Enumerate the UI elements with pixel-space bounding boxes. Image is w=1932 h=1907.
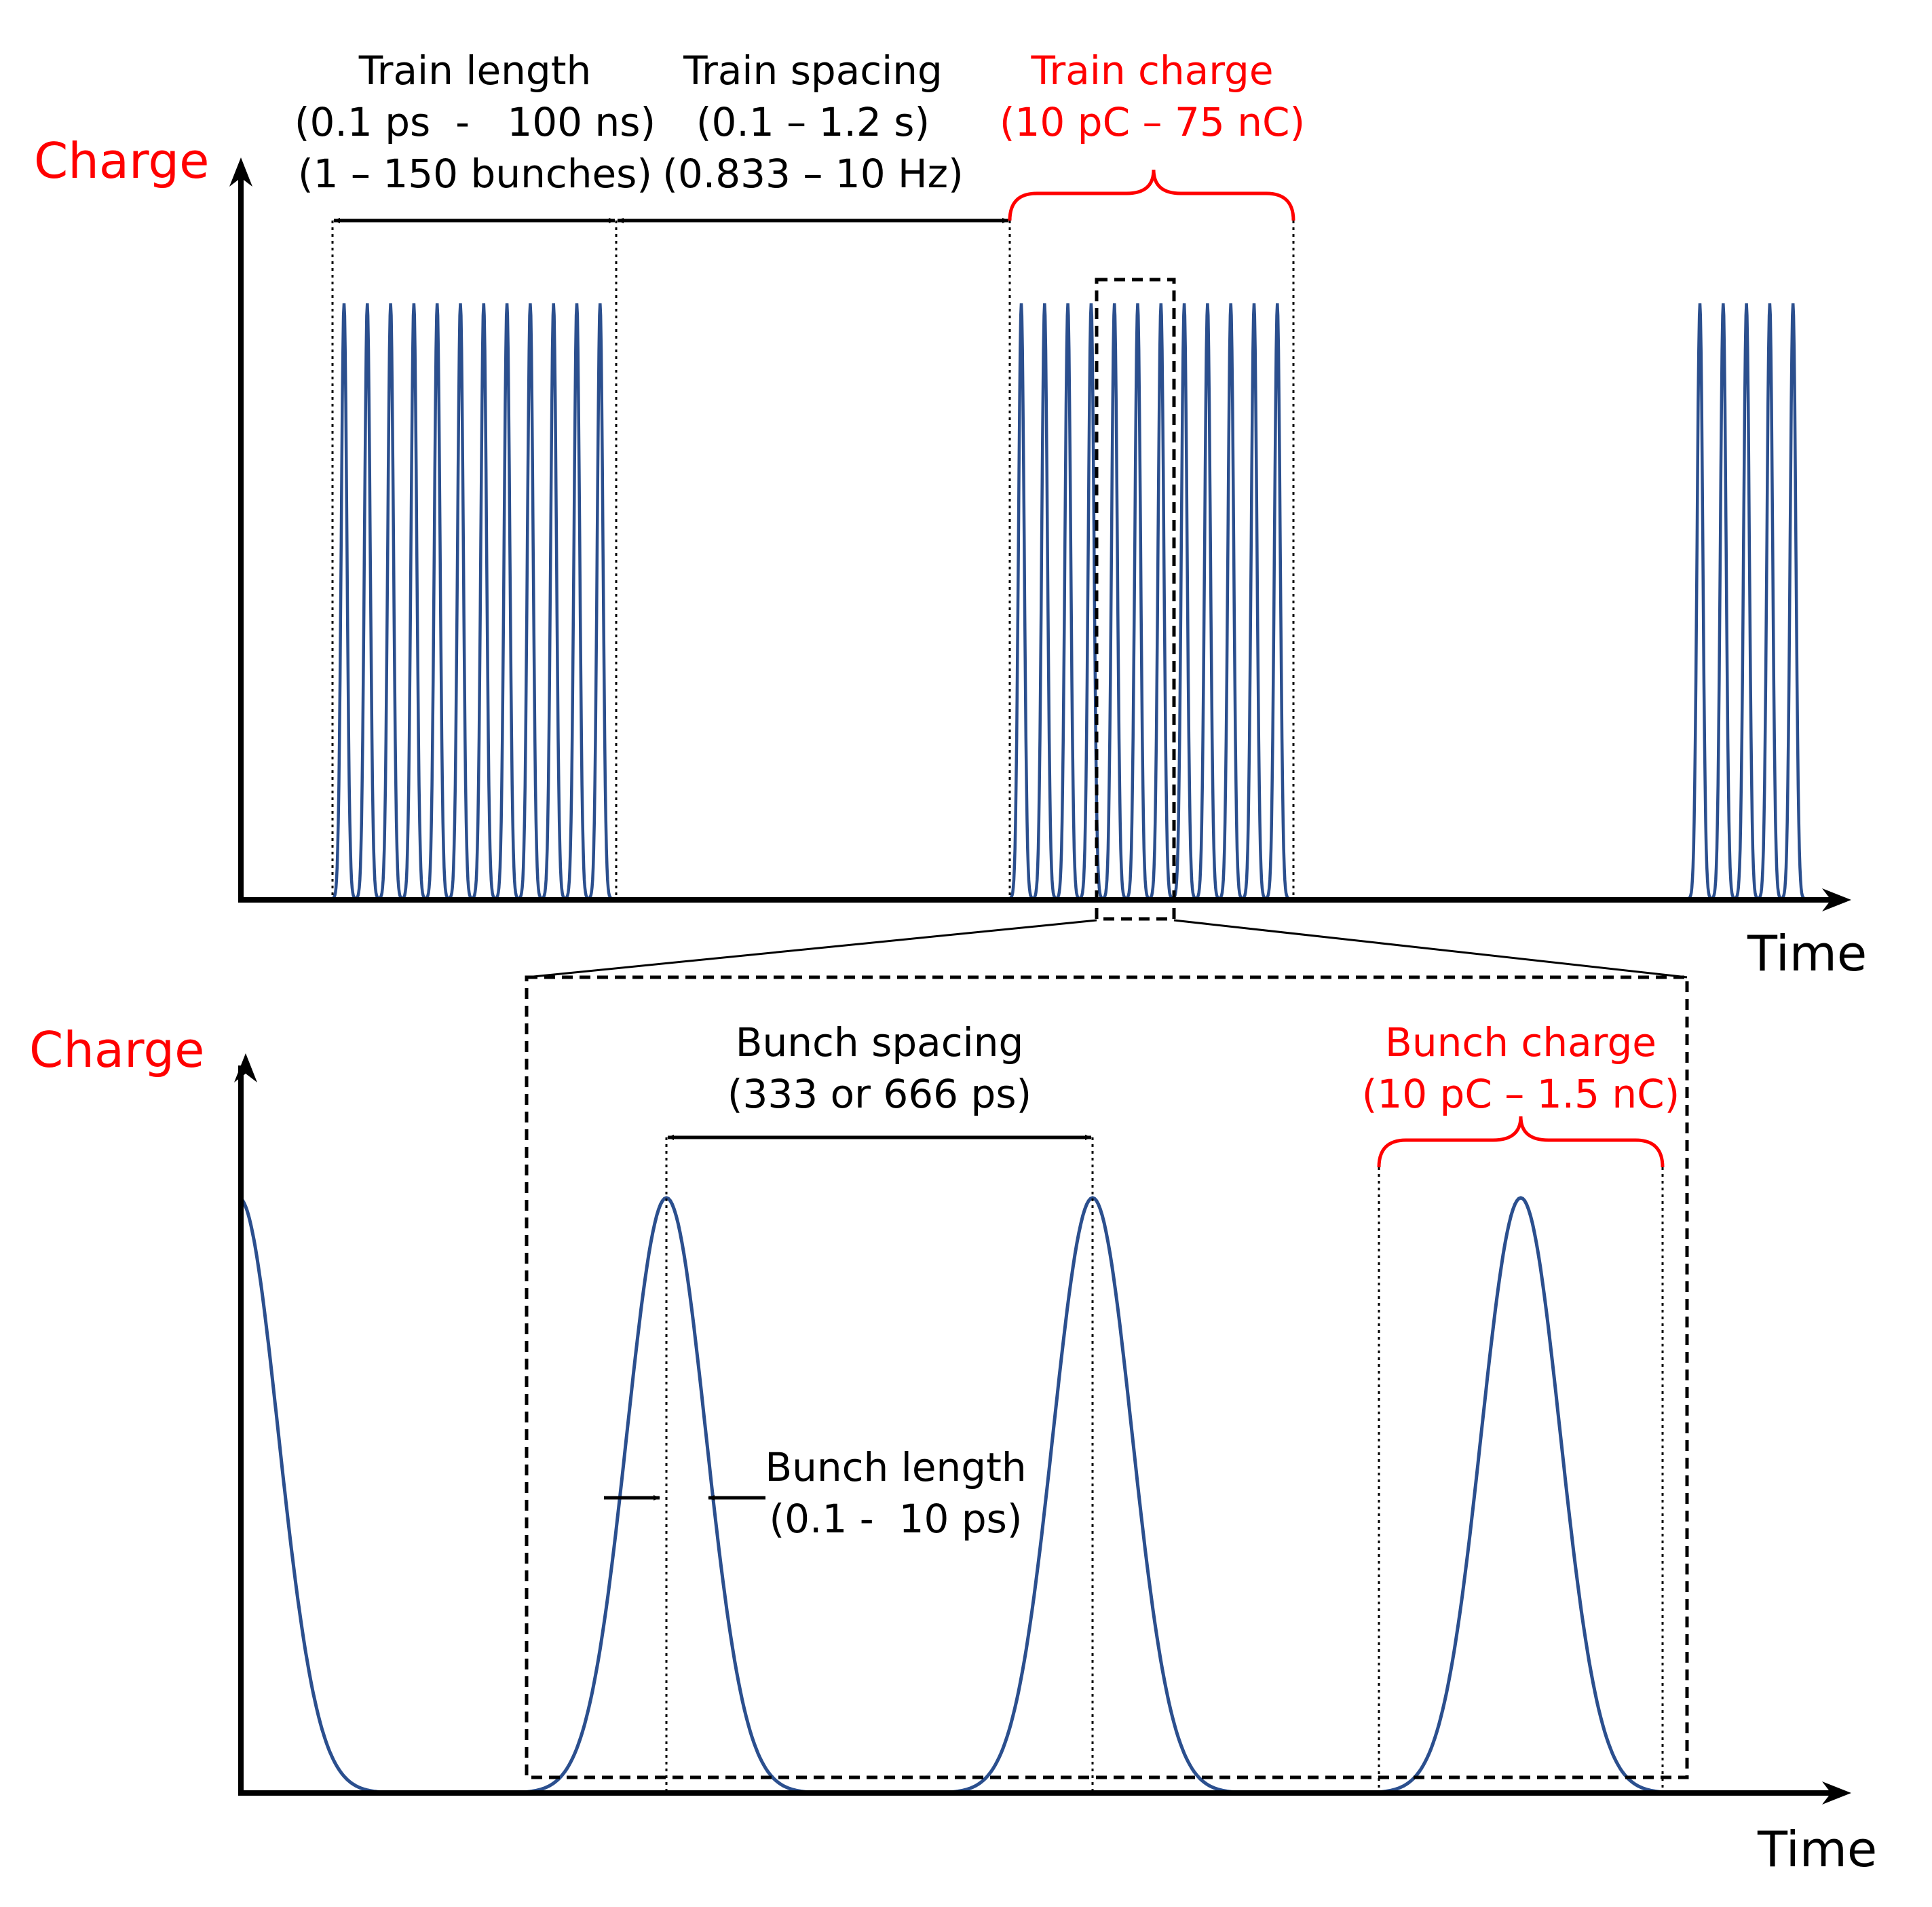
train-1-bunch-pulse bbox=[541, 303, 566, 900]
train-3-bunch-pulse bbox=[1734, 303, 1759, 900]
train-spacing-title: Train spacing bbox=[683, 48, 943, 94]
bottom-x-axis-label: Time bbox=[1757, 1821, 1877, 1878]
train-length-range: (0.1 ps - 100 ns) bbox=[295, 99, 656, 145]
train-1-bunch-pulse bbox=[378, 303, 403, 900]
train-1-bunch-pulse bbox=[332, 303, 356, 900]
train-1-bunch-pulse bbox=[565, 303, 589, 900]
train-3-bunch-pulse bbox=[1781, 303, 1805, 900]
zoomed-bunch-pulse bbox=[240, 1198, 396, 1795]
train-3-bunch-pulse bbox=[1688, 303, 1712, 900]
train-charge-range: (10 pC – 75 nC) bbox=[1000, 99, 1305, 145]
bunch-spacing-range: (333 or 666 ps) bbox=[727, 1071, 1031, 1117]
train-2-bunch-pulse bbox=[1195, 303, 1220, 900]
train-2-bunch-pulse bbox=[1172, 303, 1196, 900]
top-guides bbox=[331, 221, 1295, 897]
train-2-bunch-pulse bbox=[1218, 303, 1243, 900]
zoomed-bunch-pulse bbox=[510, 1196, 823, 1795]
train-spacing-frequency: (0.833 – 10 Hz) bbox=[662, 151, 963, 197]
train-1-bunch-pulse bbox=[588, 303, 613, 900]
train-1-bunch-pulse bbox=[472, 303, 496, 900]
bunch-charge-title: Bunch charge bbox=[1385, 1019, 1656, 1065]
top-x-axis-arrowhead bbox=[1822, 888, 1851, 911]
top-y-axis-arrowhead bbox=[229, 157, 252, 187]
bottom-panel: Charge Time Bunch spacing (333 or 666 ps… bbox=[29, 975, 1877, 1878]
train-2-bunch-pulse bbox=[1242, 303, 1266, 900]
zoomed-view-box bbox=[525, 975, 1689, 1779]
train-2-bunch-pulse bbox=[1125, 303, 1150, 900]
bunch-charge-brace bbox=[1377, 1116, 1665, 1168]
train-1-bunch-pulse bbox=[518, 303, 543, 900]
zoomed-bunch-pulse bbox=[1364, 1196, 1678, 1795]
train-1-bunch-pulse bbox=[425, 303, 449, 900]
train-2-bunch-pulse bbox=[1079, 303, 1103, 900]
bunch-charge-range: (10 pC – 1.5 nC) bbox=[1362, 1071, 1680, 1117]
zoom-region-box bbox=[1095, 278, 1176, 921]
train-length-title: Train length bbox=[358, 48, 591, 94]
bottom-pulse-group bbox=[240, 1196, 1678, 1795]
top-x-axis-label: Time bbox=[1747, 925, 1867, 982]
train-1-bunch-pulse bbox=[355, 303, 380, 900]
train-2-bunch-pulse bbox=[1265, 303, 1290, 900]
zoom-connector-left bbox=[526, 919, 1097, 979]
train-length-bunches: (1 – 150 bunches) bbox=[298, 151, 652, 197]
train-charge-title: Train charge bbox=[1030, 48, 1273, 94]
bottom-y-axis-arrowhead bbox=[234, 1053, 257, 1082]
train-2-bunch-pulse bbox=[1055, 303, 1080, 900]
train-1-bunch-pulse bbox=[402, 303, 426, 900]
bunch-length-title: Bunch length bbox=[765, 1444, 1026, 1490]
train-3-bunch-pulse bbox=[1711, 303, 1736, 900]
top-pulse-group bbox=[332, 303, 1805, 900]
train-spacing-range: (0.1 – 1.2 s) bbox=[696, 99, 930, 145]
train-1-bunch-pulse bbox=[448, 303, 473, 900]
bottom-y-axis-label: Charge bbox=[29, 1021, 204, 1078]
train-2-bunch-pulse bbox=[1102, 303, 1126, 900]
top-panel: Charge Time Train length (0.1 ps - 100 n… bbox=[34, 48, 1867, 982]
zoom-connector-right bbox=[1173, 919, 1688, 979]
train-2-bunch-pulse bbox=[1009, 303, 1034, 900]
top-y-axis-label: Charge bbox=[34, 132, 209, 189]
train-2-bunch-pulse bbox=[1032, 303, 1057, 900]
bottom-x-axis-arrowhead bbox=[1822, 1781, 1851, 1805]
bunch-spacing-title: Bunch spacing bbox=[736, 1019, 1024, 1065]
train-charge-brace bbox=[1008, 169, 1295, 221]
bunch-length-range: (0.1 - 10 ps) bbox=[769, 1496, 1022, 1542]
zoomed-bunch-pulse bbox=[936, 1196, 1249, 1795]
train-1-bunch-pulse bbox=[495, 303, 519, 900]
bottom-guides bbox=[665, 1137, 1664, 1792]
train-3-bunch-pulse bbox=[1758, 303, 1782, 900]
train-2-bunch-pulse bbox=[1149, 303, 1173, 900]
